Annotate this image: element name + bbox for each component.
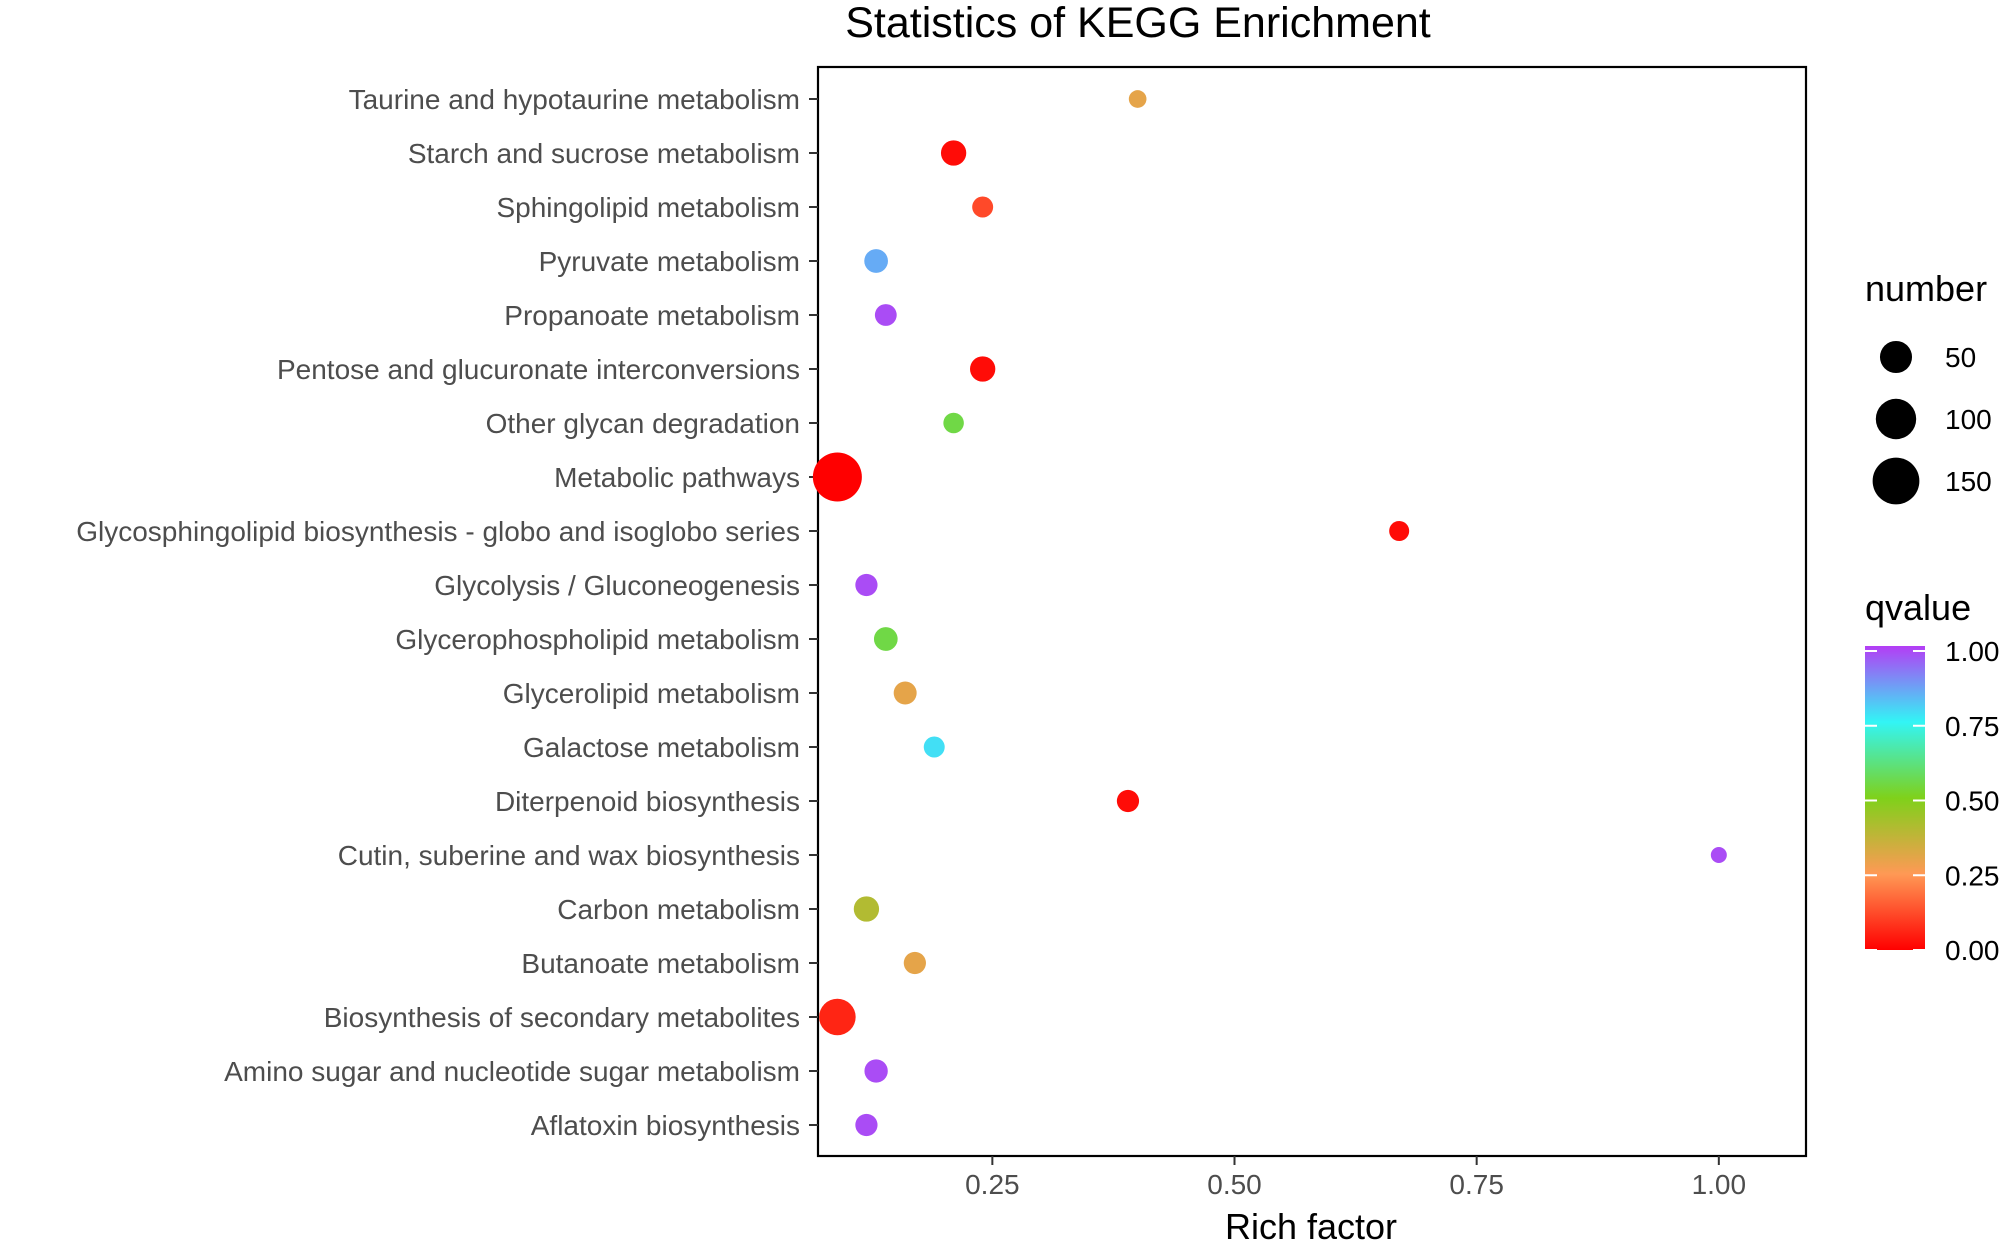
x-axis-label: Rich factor	[1225, 1206, 1397, 1244]
data-points	[812, 90, 1727, 1137]
data-point	[972, 196, 994, 218]
data-point	[855, 1113, 878, 1137]
data-point	[855, 573, 878, 597]
y-tick-label: Glycolysis / Gluconeogenesis	[434, 570, 800, 601]
x-tick-label: 0.75	[1449, 1169, 1504, 1200]
data-point	[943, 412, 964, 434]
data-point	[812, 452, 862, 502]
y-tick-label: Aflatoxin biosynthesis	[531, 1110, 800, 1141]
color-legend-label: 0.25	[1945, 860, 2000, 891]
y-tick-label: Butanoate metabolism	[521, 948, 800, 979]
y-tick-label: Pentose and glucuronate interconversions	[277, 354, 800, 385]
data-point	[864, 249, 888, 273]
color-legend-label: 1.00	[1945, 636, 2000, 667]
data-point	[1128, 90, 1147, 108]
y-tick-label: Pyruvate metabolism	[539, 246, 800, 277]
size-legend-label: 50	[1945, 342, 1976, 373]
y-tick-label: Cutin, suberine and wax biosynthesis	[338, 840, 800, 871]
size-legend: number 50 100 150	[1865, 268, 1992, 505]
size-legend-key	[1875, 398, 1917, 440]
size-legend-label: 150	[1945, 466, 1992, 497]
y-tick-label: Glycosphingolipid biosynthesis - globo a…	[76, 516, 800, 547]
plot-panel	[816, 65, 1808, 1158]
color-legend-title: qvalue	[1865, 587, 1971, 628]
data-point	[940, 140, 967, 166]
color-legend: qvalue 0.00 0.25 0.50 0.75 1.00	[1865, 587, 2000, 966]
y-tick-label: Galactose metabolism	[523, 732, 800, 763]
x-tick-label: 0.50	[1207, 1169, 1262, 1200]
x-tick-label: 0.25	[965, 1169, 1020, 1200]
data-point	[1389, 520, 1410, 542]
data-point	[970, 356, 996, 382]
y-tick-label: Starch and sucrose metabolism	[408, 138, 800, 169]
data-point	[1116, 789, 1140, 813]
y-tick-label: Taurine and hypotaurine metabolism	[349, 84, 800, 115]
data-point	[1710, 846, 1727, 864]
y-tick-label: Glycerolipid metabolism	[503, 678, 800, 709]
x-axis: 0.25 0.50 0.75 1.00	[965, 1156, 1746, 1200]
data-point	[903, 951, 926, 975]
color-legend-label: 0.00	[1945, 935, 2000, 966]
data-point	[874, 304, 897, 326]
color-legend-label: 0.50	[1945, 786, 2000, 817]
size-legend-key	[1872, 457, 1920, 505]
y-tick-label: Glycerophospholipid metabolism	[395, 624, 800, 655]
data-point	[893, 681, 917, 705]
y-tick-label: Amino sugar and nucleotide sugar metabol…	[224, 1056, 800, 1087]
y-axis: Taurine and hypotaurine metabolism Starch…	[76, 84, 818, 1141]
x-tick-label: 1.00	[1692, 1169, 1747, 1200]
y-tick-label: Metabolic pathways	[554, 462, 800, 493]
data-point	[853, 896, 880, 922]
data-point	[923, 736, 945, 758]
y-tick-label: Propanoate metabolism	[504, 300, 800, 331]
y-tick-label: Biosynthesis of secondary metabolites	[324, 1002, 800, 1033]
y-tick-label: Diterpenoid biosynthesis	[495, 786, 800, 817]
data-point	[819, 998, 856, 1036]
color-legend-label: 0.75	[1945, 711, 2000, 742]
size-legend-label: 100	[1945, 404, 1992, 435]
size-legend-title: number	[1865, 268, 1987, 309]
y-tick-label: Sphingolipid metabolism	[496, 192, 800, 223]
data-point	[873, 627, 898, 651]
y-tick-label: Carbon metabolism	[557, 894, 800, 925]
data-point	[864, 1059, 888, 1083]
color-bar	[1865, 646, 1925, 950]
size-legend-key	[1879, 340, 1913, 374]
chart-title: Statistics of KEGG Enrichment	[845, 0, 1431, 47]
y-tick-label: Other glycan degradation	[486, 408, 800, 439]
